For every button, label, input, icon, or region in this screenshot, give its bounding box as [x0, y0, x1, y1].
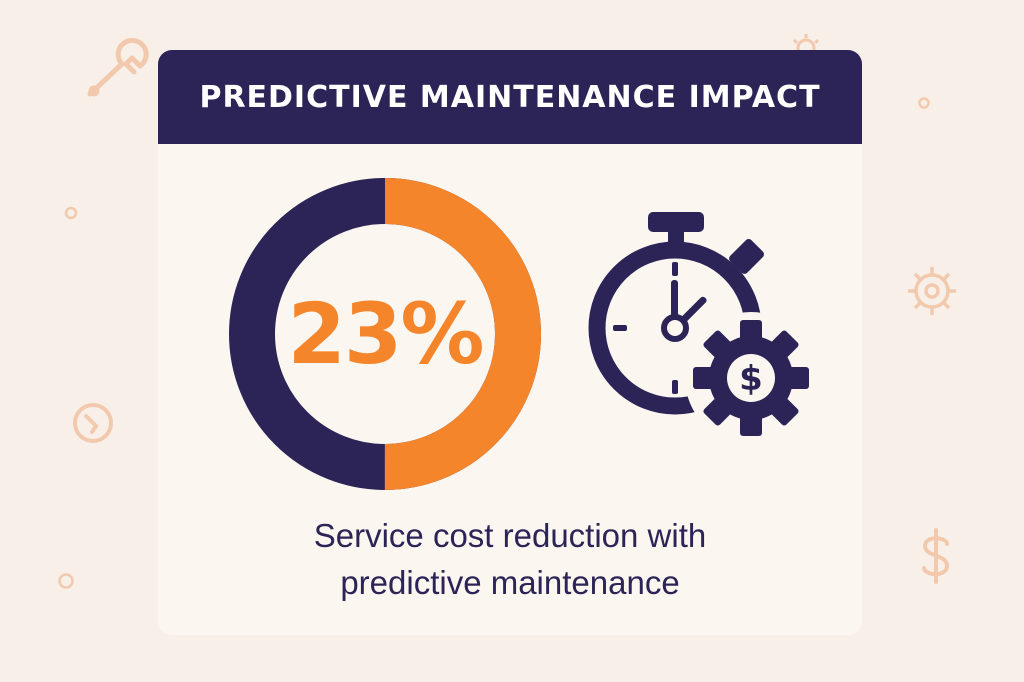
ring-icon: [918, 97, 930, 109]
caption-line-1: Service cost reduction with: [313, 517, 707, 554]
donut-fill-segment: [229, 178, 541, 490]
wrench-icon: [73, 403, 113, 443]
donut-chart: [229, 178, 541, 490]
metric-value: 23%: [287, 285, 484, 383]
wrench-icon: [87, 37, 149, 97]
gear-icon: [792, 34, 820, 50]
ring-icon: [64, 206, 78, 220]
metric-card: PREDICTIVE MAINTENANCE IMPACT 23%: [158, 50, 862, 635]
gear-icon: [908, 267, 956, 315]
stopwatch-dollar-gear-icon: $: [588, 212, 817, 444]
dollar-icon: [922, 528, 950, 584]
svg-text:$: $: [739, 359, 763, 399]
header-banner: PREDICTIVE MAINTENANCE IMPACT: [158, 50, 862, 144]
metric-caption: Service cost reduction with predictive m…: [158, 512, 862, 606]
page-title: PREDICTIVE MAINTENANCE IMPACT: [199, 79, 821, 115]
caption-line-2: predictive maintenance: [340, 564, 680, 601]
ring-icon: [58, 573, 74, 589]
